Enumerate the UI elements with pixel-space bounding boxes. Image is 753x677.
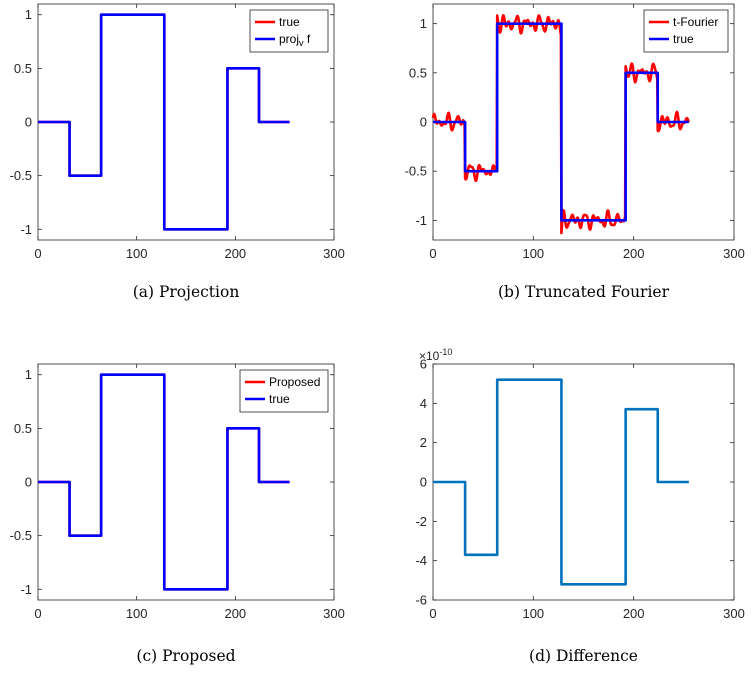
panel-b: 0 100 200 300 -1 -0.5 0 0.5 1 t-Fourier true (b) Tr… (405, 3, 745, 301)
legend: Proposed true (239, 369, 329, 413)
y-tick-label: 6 (420, 357, 427, 372)
x-tick-label: 100 (522, 246, 544, 261)
series-difference (433, 378, 689, 586)
x-tick-label: 100 (126, 606, 148, 621)
y-tick-label: -0.5 (10, 528, 32, 543)
y-tick-label: -2 (415, 514, 427, 529)
y-tick-label: 0 (420, 475, 427, 490)
y-tick-label: 0 (420, 115, 427, 130)
panel-caption: (b) Truncated Fourier (498, 283, 670, 301)
y-tick-label: 0.5 (14, 421, 32, 436)
x-tick-label: 0 (429, 606, 436, 621)
legend-box (249, 9, 329, 53)
panel-caption: (c) Proposed (136, 647, 235, 665)
x-tick-label: 200 (623, 606, 645, 621)
x-tick-label: 200 (224, 246, 246, 261)
legend-box (239, 369, 329, 413)
x-tick-label: 200 (623, 246, 645, 261)
y-tick-label: -1 (415, 213, 427, 228)
legend-label: projv f (279, 32, 311, 48)
legend-label: t-Fourier (673, 15, 718, 29)
y-tick-label: -1 (20, 222, 32, 237)
y-tick-label: -4 (415, 553, 427, 568)
series-true (433, 22, 689, 222)
legend: t-Fourier true (643, 9, 729, 53)
y-tick-label: 2 (420, 435, 427, 450)
x-tick-label: 300 (723, 606, 745, 621)
y-tick-label: -6 (415, 593, 427, 608)
x-tick-label: 200 (224, 606, 246, 621)
y-tick-label: 0 (25, 115, 32, 130)
panel-a: 0 100 200 300 -1 -0.5 0 0.5 1 true projv f (a) Proj… (10, 3, 345, 301)
y-tick-label: -0.5 (10, 168, 32, 183)
y-tick-label: 4 (420, 396, 427, 411)
y-tick-label: 0 (25, 475, 32, 490)
y-tick-label: 1 (25, 7, 32, 22)
x-tick-label: 300 (323, 606, 345, 621)
y-tick-label: 0.5 (14, 61, 32, 76)
x-tick-label: 300 (723, 246, 745, 261)
legend-label: Proposed (269, 375, 320, 389)
legend-label: true (269, 392, 290, 406)
y-tick-label: 0.5 (409, 65, 427, 80)
y-exponent-label: ×10-10 (419, 347, 452, 363)
y-tick-label: -1 (20, 582, 32, 597)
legend-box (643, 9, 729, 53)
x-tick-label: 0 (34, 606, 41, 621)
y-tick-label: 1 (420, 16, 427, 31)
panel-c: 0 100 200 300 -1 -0.5 0 0.5 1 Proposed true (c) Pro… (10, 363, 345, 665)
x-tick-label: 0 (34, 246, 41, 261)
panel-d: 0 100 200 300 -6 -4 -2 0 2 4 6×10-10 (d) Difference (415, 347, 744, 665)
legend-label: true (279, 15, 300, 29)
legend-label: true (673, 32, 694, 46)
series-proj-v-f (38, 13, 290, 231)
y-tick-label: -0.5 (405, 164, 427, 179)
series-true (38, 373, 290, 591)
x-tick-label: 300 (323, 246, 345, 261)
x-tick-label: 100 (126, 246, 148, 261)
panel-caption: (d) Difference (529, 647, 638, 665)
y-tick-label: 1 (25, 367, 32, 382)
x-tick-label: 0 (429, 246, 436, 261)
x-tick-label: 100 (522, 606, 544, 621)
panel-caption: (a) Projection (133, 283, 240, 301)
legend: true projv f (249, 9, 329, 53)
